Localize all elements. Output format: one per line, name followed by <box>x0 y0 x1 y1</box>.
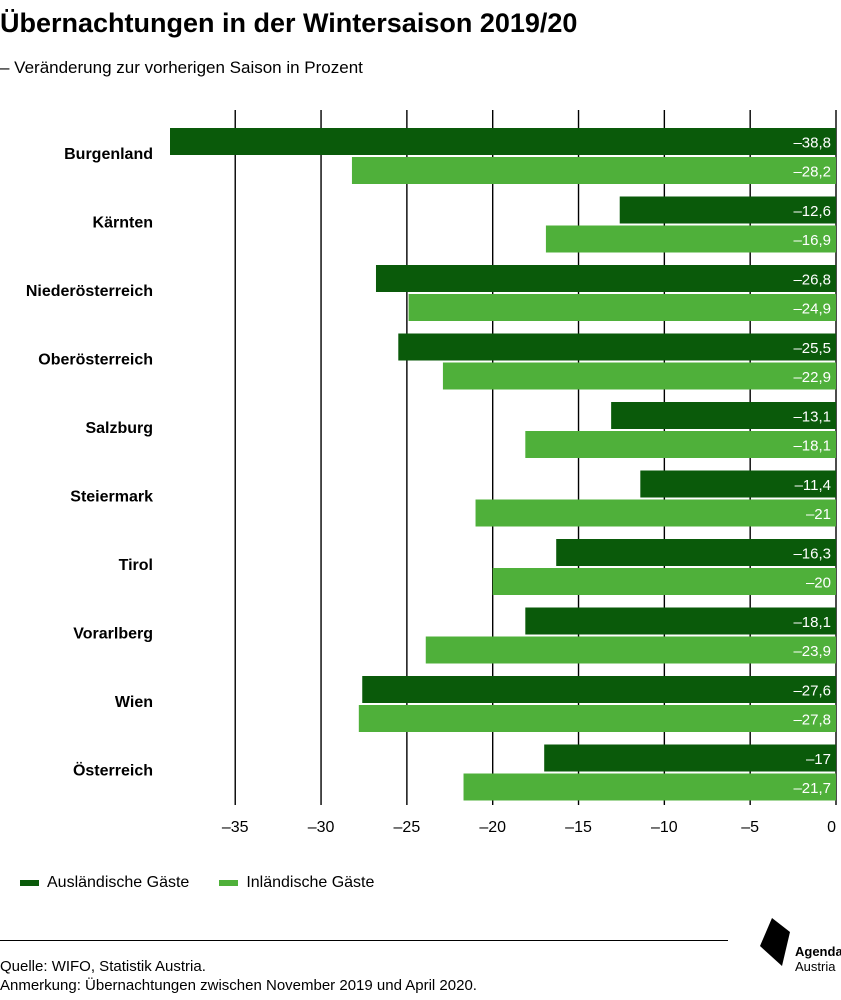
bar-domestic <box>525 431 836 458</box>
category-label: Oberösterreich <box>38 352 153 369</box>
value-label: –25,5 <box>793 340 831 357</box>
bars <box>170 128 836 801</box>
bar-domestic <box>475 499 836 527</box>
footer-divider <box>0 940 728 941</box>
value-label: –13,1 <box>793 409 831 426</box>
legend-swatch-domestic <box>219 880 239 886</box>
bar-foreign <box>170 128 836 155</box>
value-label: –21,7 <box>793 780 831 797</box>
chart-subtitle: – Veränderung zur vorherigen Saison in P… <box>0 58 363 77</box>
bar-chart: –35 –30 –25 –20 –15 –10 –5 0 Burgenland –38,8 –28,… <box>26 110 837 837</box>
legend-label-domestic: Inländische Gäste <box>246 874 375 891</box>
bar-domestic <box>408 294 836 321</box>
value-label: –16,9 <box>793 232 831 249</box>
bar-domestic <box>442 362 836 390</box>
remark-note: Anmerkung: Übernachtungen zwischen Novem… <box>0 977 477 994</box>
logo-line-1: Agenda <box>795 944 841 959</box>
value-label: –16,3 <box>793 546 831 563</box>
value-label: –20 <box>806 575 831 592</box>
value-label: –17 <box>806 751 831 768</box>
bar-domestic <box>351 157 836 184</box>
x-tick-label: –15 <box>565 819 592 836</box>
bar-foreign <box>611 402 836 429</box>
x-tick-label: 0 <box>827 819 836 836</box>
value-label: –27,8 <box>793 712 831 729</box>
value-label: –24,9 <box>793 301 831 318</box>
source-note: Quelle: WIFO, Statistik Austria. <box>0 958 206 975</box>
agenda-austria-logo-icon <box>760 918 790 966</box>
bar-foreign <box>619 196 836 224</box>
x-tick-label: –10 <box>651 819 678 836</box>
bar-foreign <box>640 470 836 498</box>
value-label: –12,6 <box>793 203 831 220</box>
value-label: –11,4 <box>795 477 831 494</box>
bar-foreign <box>375 265 836 292</box>
category-label: Tirol <box>119 557 153 574</box>
legend: Ausländische Gäste Inländische Gäste <box>20 874 374 892</box>
category-label: Burgenland <box>64 146 153 163</box>
legend-swatch-foreign <box>20 880 39 886</box>
category-label: Vorarlberg <box>73 626 153 643</box>
bar-domestic <box>425 636 836 664</box>
labels: –35 –30 –25 –20 –15 –10 –5 0 Burgenland –38,8 –28,… <box>26 135 836 837</box>
value-label: –22,9 <box>793 369 831 386</box>
value-label: –18,1 <box>793 438 831 455</box>
bar-foreign <box>398 333 836 361</box>
logo-line-2: Austria <box>795 959 836 974</box>
legend-item-domestic: Inländische Gäste <box>219 874 374 892</box>
logo-wordmark: Agenda Austria <box>795 944 841 974</box>
category-label: Salzburg <box>85 420 153 437</box>
legend-item-foreign: Ausländische Gäste <box>20 874 189 892</box>
x-tick-label: –30 <box>308 819 335 836</box>
x-tick-label: –25 <box>394 819 421 836</box>
value-label: –28,2 <box>793 164 831 181</box>
category-label: Steiermark <box>70 489 153 506</box>
value-label: –23,9 <box>793 643 831 660</box>
chart-title: Übernachtungen in der Wintersaison 2019/… <box>0 8 578 38</box>
bar-domestic <box>492 568 836 595</box>
x-tick-label: –20 <box>479 819 506 836</box>
bar-foreign <box>362 676 836 703</box>
bar-domestic <box>358 705 836 732</box>
x-tick-label: –5 <box>741 819 759 836</box>
legend-label-foreign: Ausländische Gäste <box>47 874 190 891</box>
category-label: Österreich <box>73 761 153 780</box>
value-label: –38,8 <box>793 135 831 152</box>
bar-foreign <box>525 607 836 635</box>
x-tick-label: –35 <box>222 819 249 836</box>
bar-domestic <box>545 225 836 253</box>
value-label: –26,8 <box>793 272 831 289</box>
value-label: –18,1 <box>793 614 831 631</box>
bar-foreign <box>556 539 836 566</box>
bar-foreign <box>544 744 836 772</box>
category-label: Wien <box>115 694 153 711</box>
category-label: Kärnten <box>93 215 153 232</box>
value-label: –21 <box>806 506 831 523</box>
value-label: –27,6 <box>793 683 831 700</box>
category-label: Niederösterreich <box>26 283 153 300</box>
bar-domestic <box>463 773 836 801</box>
